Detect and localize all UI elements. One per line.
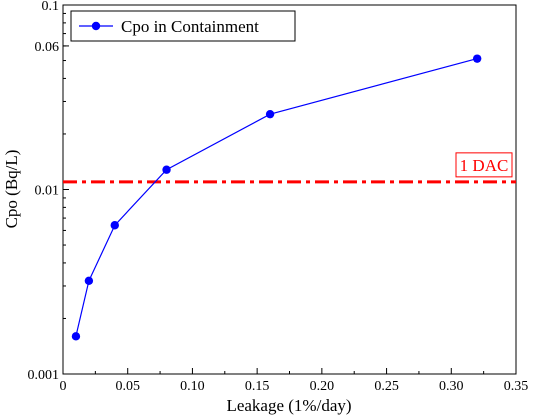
- legend: Cpo in Containment: [70, 10, 296, 42]
- x-tick-label: 0.10: [180, 379, 205, 394]
- y-axis-label: Cpo (Bq/L): [2, 150, 21, 229]
- y-tick-label: 0.06: [35, 40, 60, 55]
- reference-label-box: [455, 152, 513, 178]
- x-tick-label: 0: [60, 379, 67, 394]
- y-axis-ticks: 0.001 0.01 0.06 0.1: [28, 0, 69, 383]
- x-tick-label: 0.05: [115, 379, 140, 394]
- data-point: [84, 276, 94, 285]
- x-axis-label: Leakage (1%/day): [226, 396, 351, 415]
- data-point: [472, 54, 482, 63]
- x-tick-label: 0.20: [310, 379, 335, 394]
- y-tick-label: 0.01: [35, 184, 60, 199]
- x-axis-ticks: 0 0.05 0.10 0.15 0.20 0.25 0.30 0.35: [60, 368, 529, 394]
- data-point: [162, 165, 171, 174]
- data-point: [71, 332, 81, 341]
- y-tick-label: 0.001: [28, 368, 60, 383]
- data-point: [265, 109, 275, 119]
- reference-label: 1 DAC: [460, 156, 509, 175]
- x-tick-label: 0.35: [504, 379, 529, 394]
- reference-line-group: 1 DAC: [63, 152, 516, 184]
- y-tick-label: 0.1: [42, 0, 60, 14]
- x-tick-label: 0.30: [439, 379, 464, 394]
- series-group: [71, 54, 482, 341]
- x-tick-label: 0.25: [374, 379, 399, 394]
- data-point: [110, 221, 119, 230]
- legend-marker: [91, 21, 101, 31]
- legend-label: Cpo in Containment: [121, 17, 259, 36]
- x-tick-label: 0.15: [245, 379, 270, 394]
- series-line: [75, 58, 478, 337]
- plot-area: [62, 4, 517, 375]
